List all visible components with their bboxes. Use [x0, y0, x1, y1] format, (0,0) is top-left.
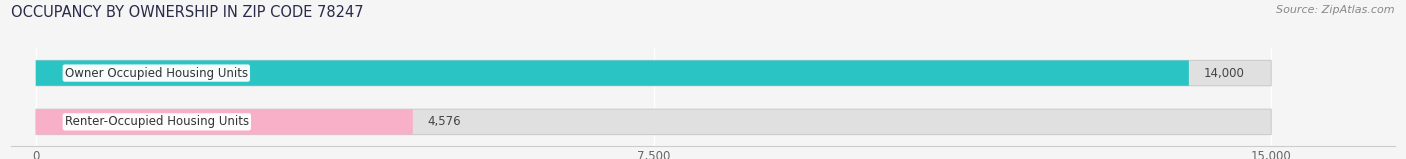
Text: 4,576: 4,576 — [427, 115, 461, 128]
Text: 14,000: 14,000 — [1204, 67, 1244, 80]
FancyBboxPatch shape — [37, 109, 413, 135]
FancyBboxPatch shape — [37, 60, 1189, 86]
Text: Source: ZipAtlas.com: Source: ZipAtlas.com — [1277, 5, 1395, 15]
Text: Renter-Occupied Housing Units: Renter-Occupied Housing Units — [65, 115, 249, 128]
Text: Owner Occupied Housing Units: Owner Occupied Housing Units — [65, 67, 247, 80]
Text: OCCUPANCY BY OWNERSHIP IN ZIP CODE 78247: OCCUPANCY BY OWNERSHIP IN ZIP CODE 78247 — [11, 5, 364, 20]
FancyBboxPatch shape — [37, 60, 1271, 86]
FancyBboxPatch shape — [37, 109, 1271, 135]
